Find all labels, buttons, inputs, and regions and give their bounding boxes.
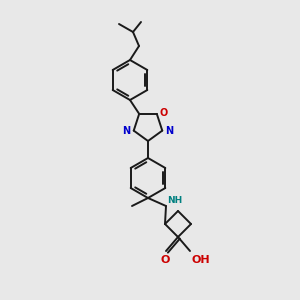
Text: OH: OH bbox=[191, 255, 210, 265]
Text: O: O bbox=[160, 108, 168, 118]
Text: N: N bbox=[165, 126, 173, 136]
Text: O: O bbox=[160, 255, 170, 265]
Text: NH: NH bbox=[167, 196, 182, 205]
Text: N: N bbox=[123, 126, 131, 136]
